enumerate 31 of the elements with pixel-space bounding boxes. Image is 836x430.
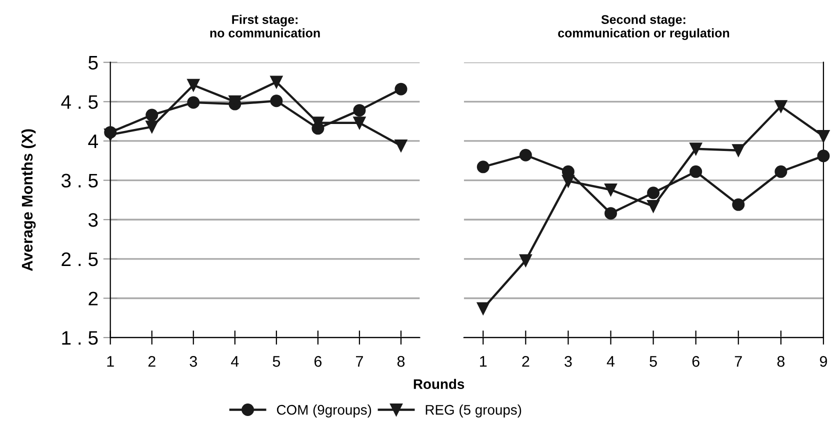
- x-tick-label: 2: [522, 356, 530, 367]
- x-tick-label: 1: [480, 356, 487, 367]
- x-tick-label: 3: [190, 356, 197, 367]
- x-tick-label: 4: [231, 356, 239, 367]
- x-tick-label: 3: [564, 356, 572, 367]
- x-tick-label: 1: [107, 356, 114, 367]
- y-tick-label: 5: [88, 56, 98, 70]
- y-tick-label: 1 . 5: [62, 331, 98, 345]
- x-tick-label: 5: [272, 356, 280, 367]
- x-tick-label: 6: [692, 356, 700, 367]
- y-tick-label: 3 . 5: [61, 174, 98, 188]
- x-tick-label: 2: [148, 356, 156, 367]
- legend-label: REG (5 groups): [426, 404, 522, 418]
- x-tick-label: 9: [820, 356, 827, 367]
- y-axis-title: Average Months (X): [21, 129, 36, 272]
- x-tick-label: 4: [606, 356, 615, 367]
- y-tick-label: 2 . 5: [62, 252, 98, 266]
- chart-title: First stage: no communication: [210, 14, 320, 38]
- x-tick-label: 8: [777, 356, 784, 367]
- x-tick-label: 8: [397, 356, 405, 367]
- x-axis-title: Rounds: [414, 378, 464, 390]
- x-tick-label: 5: [650, 356, 657, 367]
- y-tick-label: 3: [88, 213, 98, 227]
- y-tick-label: 2: [88, 292, 98, 306]
- chart-title: Second stage: communication or regulation: [558, 14, 730, 40]
- y-tick-label: 4 . 5: [61, 95, 98, 109]
- x-tick-label: 7: [734, 356, 742, 367]
- x-tick-label: 7: [356, 356, 363, 367]
- y-tick-label: 4: [88, 134, 98, 148]
- legend-label: COM (9groups): [276, 404, 372, 418]
- x-tick-label: 6: [314, 356, 322, 367]
